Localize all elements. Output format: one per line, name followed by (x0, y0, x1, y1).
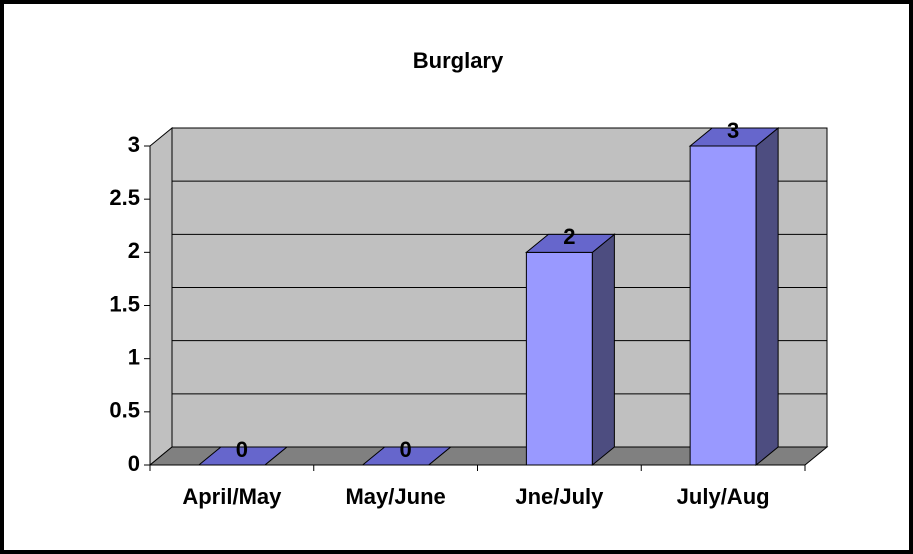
data-label: 2 (563, 224, 575, 249)
y-tick-label: 2.5 (109, 185, 140, 210)
x-tick-label: May/June (345, 484, 445, 509)
bar-top (688, 127, 780, 147)
x-tick-label: April/May (182, 484, 282, 509)
y-tick-label: 1.5 (109, 291, 140, 316)
bar-side (591, 233, 615, 467)
y-tick-label: 0.5 (109, 398, 140, 423)
side-wall (149, 126, 173, 467)
y-tick-label: 2 (128, 238, 140, 263)
x-tick-label: July/Aug (677, 484, 770, 509)
bar (689, 145, 757, 466)
data-label: 0 (236, 437, 248, 462)
bar (525, 251, 593, 466)
y-tick-label: 0 (128, 451, 140, 476)
y-tick-label: 1 (128, 344, 140, 369)
bar-side (755, 126, 779, 467)
chart-title: Burglary (413, 48, 504, 73)
data-label: 0 (400, 437, 412, 462)
x-tick-label: Jne/July (515, 484, 604, 509)
data-label: 3 (727, 118, 739, 143)
bar-top (524, 233, 616, 253)
bar-top (197, 446, 289, 466)
y-tick-label: 3 (128, 132, 140, 157)
bar-top (361, 446, 453, 466)
